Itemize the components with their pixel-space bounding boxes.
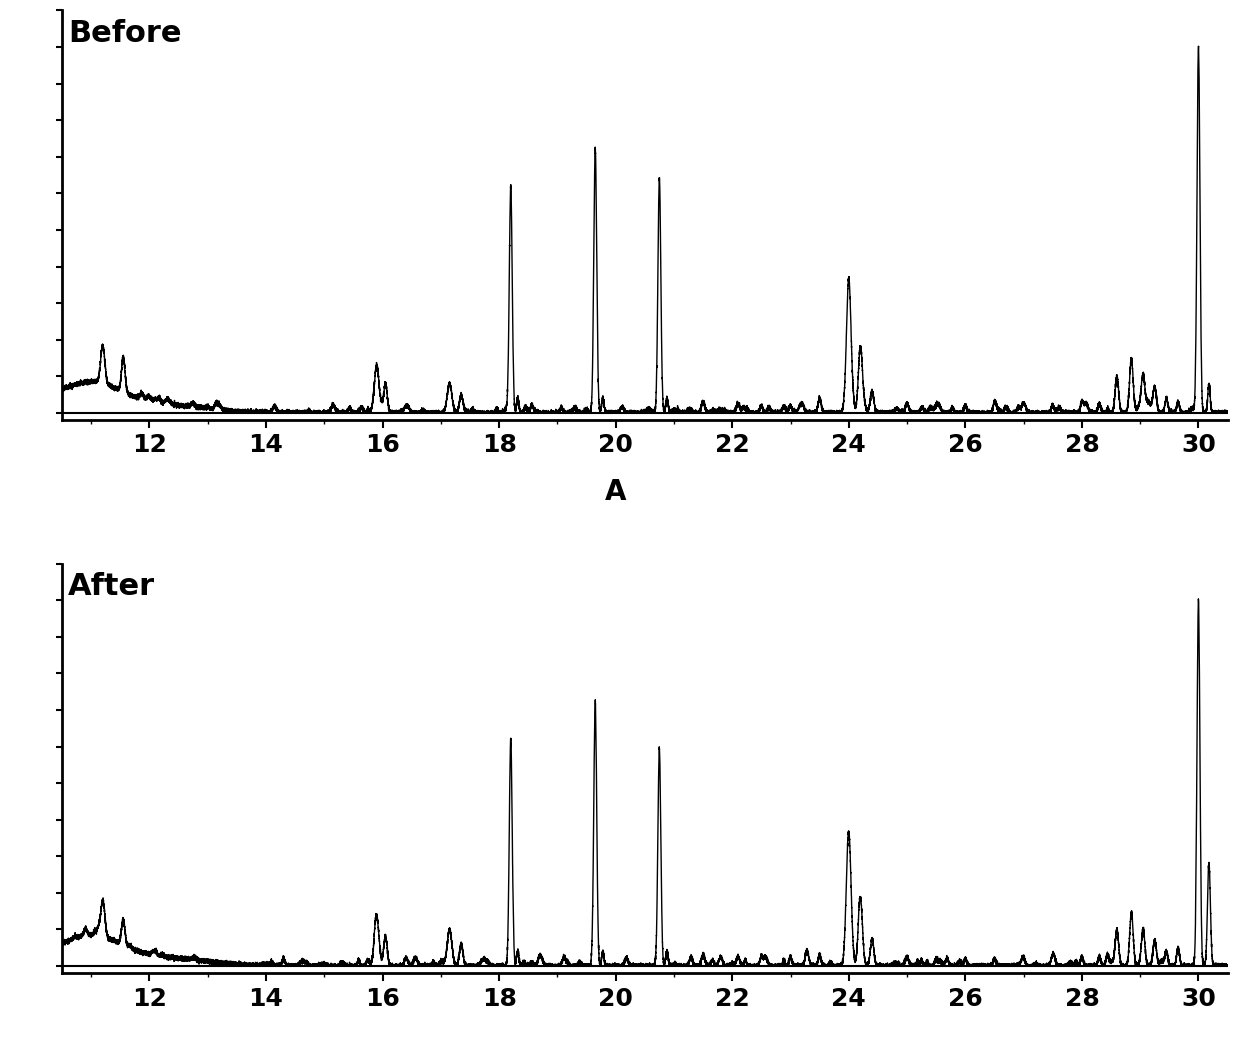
- Text: After: After: [68, 572, 155, 601]
- Text: Before: Before: [68, 19, 181, 48]
- Text: A: A: [605, 478, 626, 506]
